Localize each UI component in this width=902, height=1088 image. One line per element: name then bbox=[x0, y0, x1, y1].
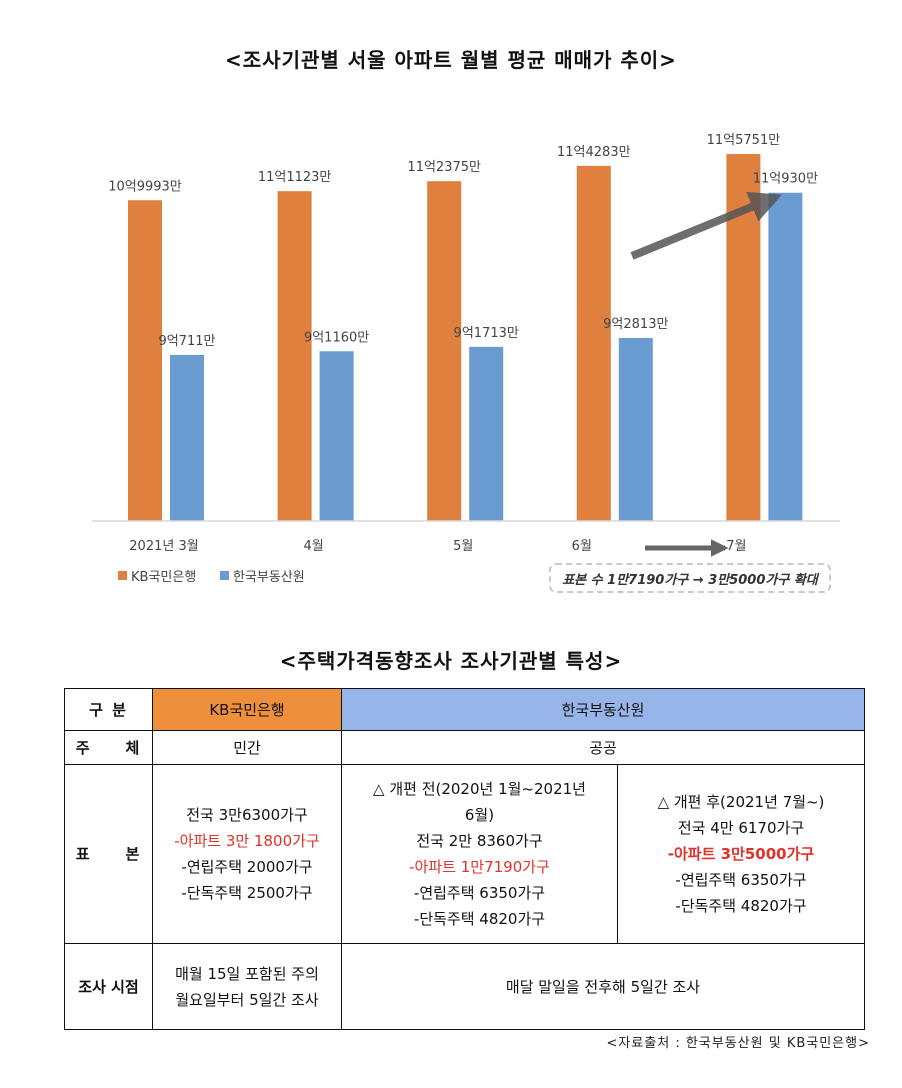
x-tick-label-4: 7월 bbox=[726, 539, 746, 554]
table-title: <주택가격동향조사 조사기관별 특성> bbox=[279, 649, 623, 673]
sample-expansion-note: 표본 수 1만7190가구 → 3만5000가구 확대 bbox=[549, 563, 831, 593]
rb-before-row-house: -연립주택 6350가구 bbox=[413, 884, 546, 902]
data-label-rb-0: 9억711만 bbox=[158, 334, 215, 349]
data-label-kb-2: 11억2375만 bbox=[407, 160, 481, 175]
data-label-kb-0: 10억9993만 bbox=[108, 179, 182, 194]
subject-label: 주 체 bbox=[64, 730, 153, 765]
kb-sample-detached: -단독주택 2500가구 bbox=[181, 884, 313, 902]
header-label: 구 분 bbox=[64, 688, 153, 731]
sample-label: 표 본 bbox=[64, 764, 153, 944]
data-label-kb-4: 11억5751만 bbox=[707, 133, 781, 148]
bar-kb-3 bbox=[576, 165, 611, 521]
rb-after-detached: -단독주택 4820가구 bbox=[675, 897, 807, 915]
data-label-kb-3: 11억4283만 bbox=[557, 145, 631, 160]
data-label-rb-4: 11억930만 bbox=[753, 172, 818, 187]
data-label-rb-3: 9억2813만 bbox=[603, 317, 668, 332]
subject-row: 주 체 민간 공공 bbox=[64, 730, 865, 765]
rb-after-row-house: -연립주택 6350가구 bbox=[675, 871, 807, 889]
chart-title: <조사기관별 서울 아파트 월별 평균 매매가 추이> bbox=[225, 48, 677, 72]
bar-rb-2 bbox=[469, 346, 504, 521]
rb-sample-before: △ 개편 전(2020년 1월~2021년 6월) 전국 2만 8360가구 -… bbox=[341, 764, 618, 944]
legend-kb: KB국민은행 bbox=[118, 566, 196, 585]
kb-sample-apartment: -아파트 3만 1800가구 bbox=[174, 832, 320, 850]
x-tick-label-0: 2021년 3월 bbox=[129, 539, 198, 554]
kb-timing: 매월 15일 포함된 주의 월요일부터 5일간 조사 bbox=[152, 943, 342, 1030]
bar-chart: 10억9993만 9억711만 11억1123만 9억1160만 11억2375만 9억1… bbox=[92, 133, 840, 557]
source-note: <자료출처 : 한국부동산원 및 KB국민은행> bbox=[606, 1036, 870, 1051]
legend-kb-swatch bbox=[118, 571, 127, 580]
legend-rb: 한국부동산원 bbox=[220, 566, 305, 585]
rb-after-apartment: -아파트 3만5000가구 bbox=[667, 845, 815, 863]
x-tick-label-1: 4월 bbox=[303, 539, 323, 554]
bar-rb-1 bbox=[319, 351, 354, 521]
timing-label: 조사 시점 bbox=[64, 943, 153, 1030]
rb-before-total: 전국 2만 8360가구 bbox=[416, 832, 543, 850]
bar-kb-0 bbox=[128, 200, 162, 521]
rb-after-total: 전국 4만 6170가구 bbox=[677, 819, 805, 837]
kb-timing-line2: 월요일부터 5일간 조사 bbox=[175, 990, 319, 1009]
rb-timing: 매달 말일을 전후해 5일간 조사 bbox=[341, 943, 865, 1030]
rb-before-heading: △ 개편 전(2020년 1월~2021년 bbox=[373, 780, 586, 798]
kb-timing-line1: 매월 15일 포함된 주의 bbox=[175, 964, 319, 983]
bar-rb-3 bbox=[618, 338, 653, 521]
data-label-rb-2: 9억1713만 bbox=[454, 326, 519, 341]
rb-sample-after: △ 개편 후(2021년 7월~) 전국 4만 6170가구 -아파트 3만50… bbox=[617, 764, 865, 944]
trend-arrow bbox=[630, 191, 782, 260]
institution-comparison-table: 구 분 KB국민은행 한국부동산원 주 체 민간 공공 표 본 전국 3만630… bbox=[64, 688, 865, 1030]
rb-before-heading-cont: 6월) bbox=[464, 806, 495, 824]
table-header-row: 구 분 KB국민은행 한국부동산원 bbox=[64, 688, 865, 731]
kb-sample-row-house: -연립주택 2000가구 bbox=[181, 858, 313, 876]
rb-subject: 공공 bbox=[341, 730, 865, 765]
kb-subject: 민간 bbox=[152, 730, 342, 765]
bar-rb-4 bbox=[768, 192, 803, 521]
x-tick-label-2: 5월 bbox=[453, 539, 473, 554]
bar-kb-1 bbox=[277, 191, 312, 521]
rb-header: 한국부동산원 bbox=[341, 688, 865, 731]
timing-row: 조사 시점 매월 15일 포함된 주의 월요일부터 5일간 조사 매달 말일을 … bbox=[64, 943, 865, 1030]
bar-rb-0 bbox=[170, 354, 204, 521]
x-tick-label-3: 6월 bbox=[572, 539, 592, 554]
rb-after-heading: △ 개편 후(2021년 7월~) bbox=[657, 793, 825, 811]
kb-sample: 전국 3만6300가구 -아파트 3만 1800가구 -연립주택 2000가구 … bbox=[152, 764, 342, 944]
rb-before-detached: -단독주택 4820가구 bbox=[413, 910, 546, 928]
legend-rb-label: 한국부동산원 bbox=[233, 570, 305, 585]
data-label-rb-1: 9억1160만 bbox=[304, 330, 369, 345]
kb-header: KB국민은행 bbox=[152, 688, 342, 731]
sample-row: 표 본 전국 3만6300가구 -아파트 3만 1800가구 -연립주택 200… bbox=[64, 764, 865, 944]
data-label-kb-1: 11억1123만 bbox=[258, 170, 332, 185]
rb-before-apartment: -아파트 1만7190가구 bbox=[409, 858, 550, 876]
legend-kb-label: KB국민은행 bbox=[131, 570, 197, 585]
bar-kb-2 bbox=[427, 181, 462, 521]
kb-sample-total: 전국 3만6300가구 bbox=[186, 806, 308, 824]
legend-rb-swatch bbox=[220, 571, 229, 580]
